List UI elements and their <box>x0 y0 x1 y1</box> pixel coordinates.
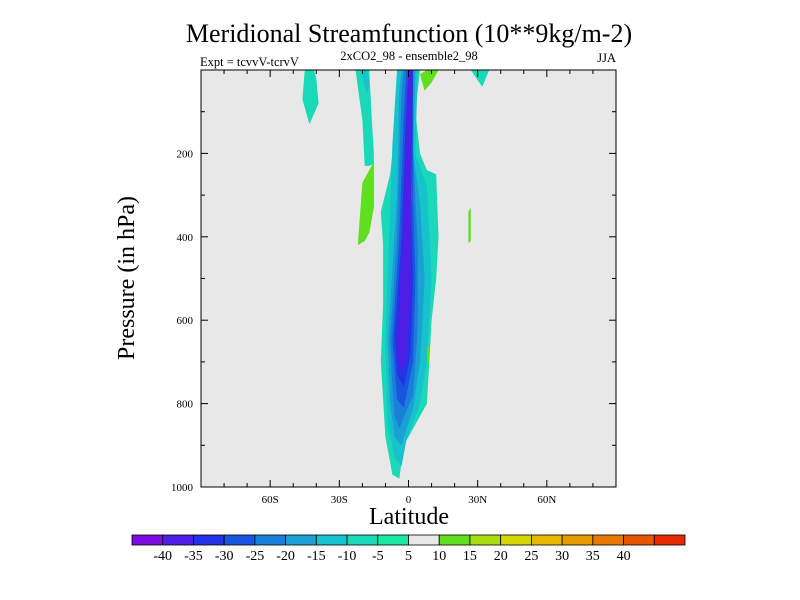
colorbar-swatch <box>193 534 225 546</box>
x-tick-label: 30N <box>468 494 487 506</box>
contour-regions <box>302 70 490 479</box>
experiment-label: Expt = tcvvV-tcrvV <box>200 55 299 69</box>
colorbar-swatch <box>561 534 594 546</box>
colorbar-swatch <box>592 534 624 546</box>
colorbar-swatch <box>285 534 317 546</box>
y-tick-label: 200 <box>177 148 194 160</box>
colorbar-swatch <box>131 534 164 546</box>
colorbar-swatch <box>500 534 532 546</box>
x-tick-label: 60S <box>262 494 279 506</box>
contour-region-11 <box>357 161 374 246</box>
x-tick-label: 30S <box>331 494 348 506</box>
colorbar-swatch <box>653 534 686 546</box>
y-tick-label: 800 <box>177 399 194 411</box>
contour-region-4 <box>362 70 370 95</box>
colorbar-label: 25 <box>524 549 538 564</box>
colorbar-label: -5 <box>372 549 384 564</box>
colorbar-swatch <box>623 534 655 546</box>
colorbar-swatch <box>438 534 471 546</box>
contour-region-0 <box>302 70 319 125</box>
colorbar-label: -40 <box>153 549 172 564</box>
colorbar-label: -30 <box>215 549 234 564</box>
colorbar-label: -20 <box>276 549 295 564</box>
contour-region-2 <box>470 70 490 87</box>
colorbar-swatch <box>223 534 256 546</box>
contour-region-10 <box>397 70 411 371</box>
contour-region-13 <box>468 207 471 244</box>
colorbar-label: 5 <box>405 549 412 564</box>
colorbar-label: 30 <box>555 549 569 564</box>
y-axis-label: Pressure (in hPa) <box>114 196 140 360</box>
chart-title: Meridional Streamfunction (10**9kg/m-2) <box>186 19 632 48</box>
contour-region-1 <box>355 70 374 166</box>
colorbar-label: 15 <box>463 549 477 564</box>
colorbar-swatch <box>377 534 409 546</box>
season-label: JJA <box>597 51 616 65</box>
colorbar-label: -25 <box>246 549 265 564</box>
chart-subtitle: 2xCO2_98 - ensemble2_98 <box>340 49 477 63</box>
contour-region-12 <box>420 70 439 91</box>
axis-ticks: 60S 30S 0 30N 60N 200 400 600 800 1000 <box>171 70 616 506</box>
x-tick-label: 0 <box>406 494 412 506</box>
colorbar-label: 35 <box>586 549 600 564</box>
colorbar: -40 -35 -30 -25 -20 -15 -10 -5 5 10 15 20 25 30 35 40 <box>131 534 686 564</box>
colorbar-label: 20 <box>494 549 508 564</box>
y-tick-label: 400 <box>177 232 194 244</box>
contour-region-14 <box>426 345 430 364</box>
x-tick-label: 60N <box>537 494 556 506</box>
colorbar-label: -15 <box>307 549 326 564</box>
colorbar-swatch <box>254 534 287 546</box>
colorbar-swatch <box>162 534 194 546</box>
colorbar-swatch <box>469 534 502 546</box>
y-tick-label: 1000 <box>171 482 194 494</box>
colorbar-label: 10 <box>432 549 446 564</box>
colorbar-swatch <box>315 534 348 546</box>
y-tick-label: 600 <box>177 315 194 327</box>
colorbar-swatch <box>530 534 563 546</box>
x-axis-label: Latitude <box>369 504 449 530</box>
colorbar-label: -35 <box>184 549 203 564</box>
colorbar-label: -10 <box>338 549 357 564</box>
colorbar-swatch <box>346 534 379 546</box>
colorbar-swatch <box>408 534 440 546</box>
colorbar-label: 40 <box>617 549 631 564</box>
